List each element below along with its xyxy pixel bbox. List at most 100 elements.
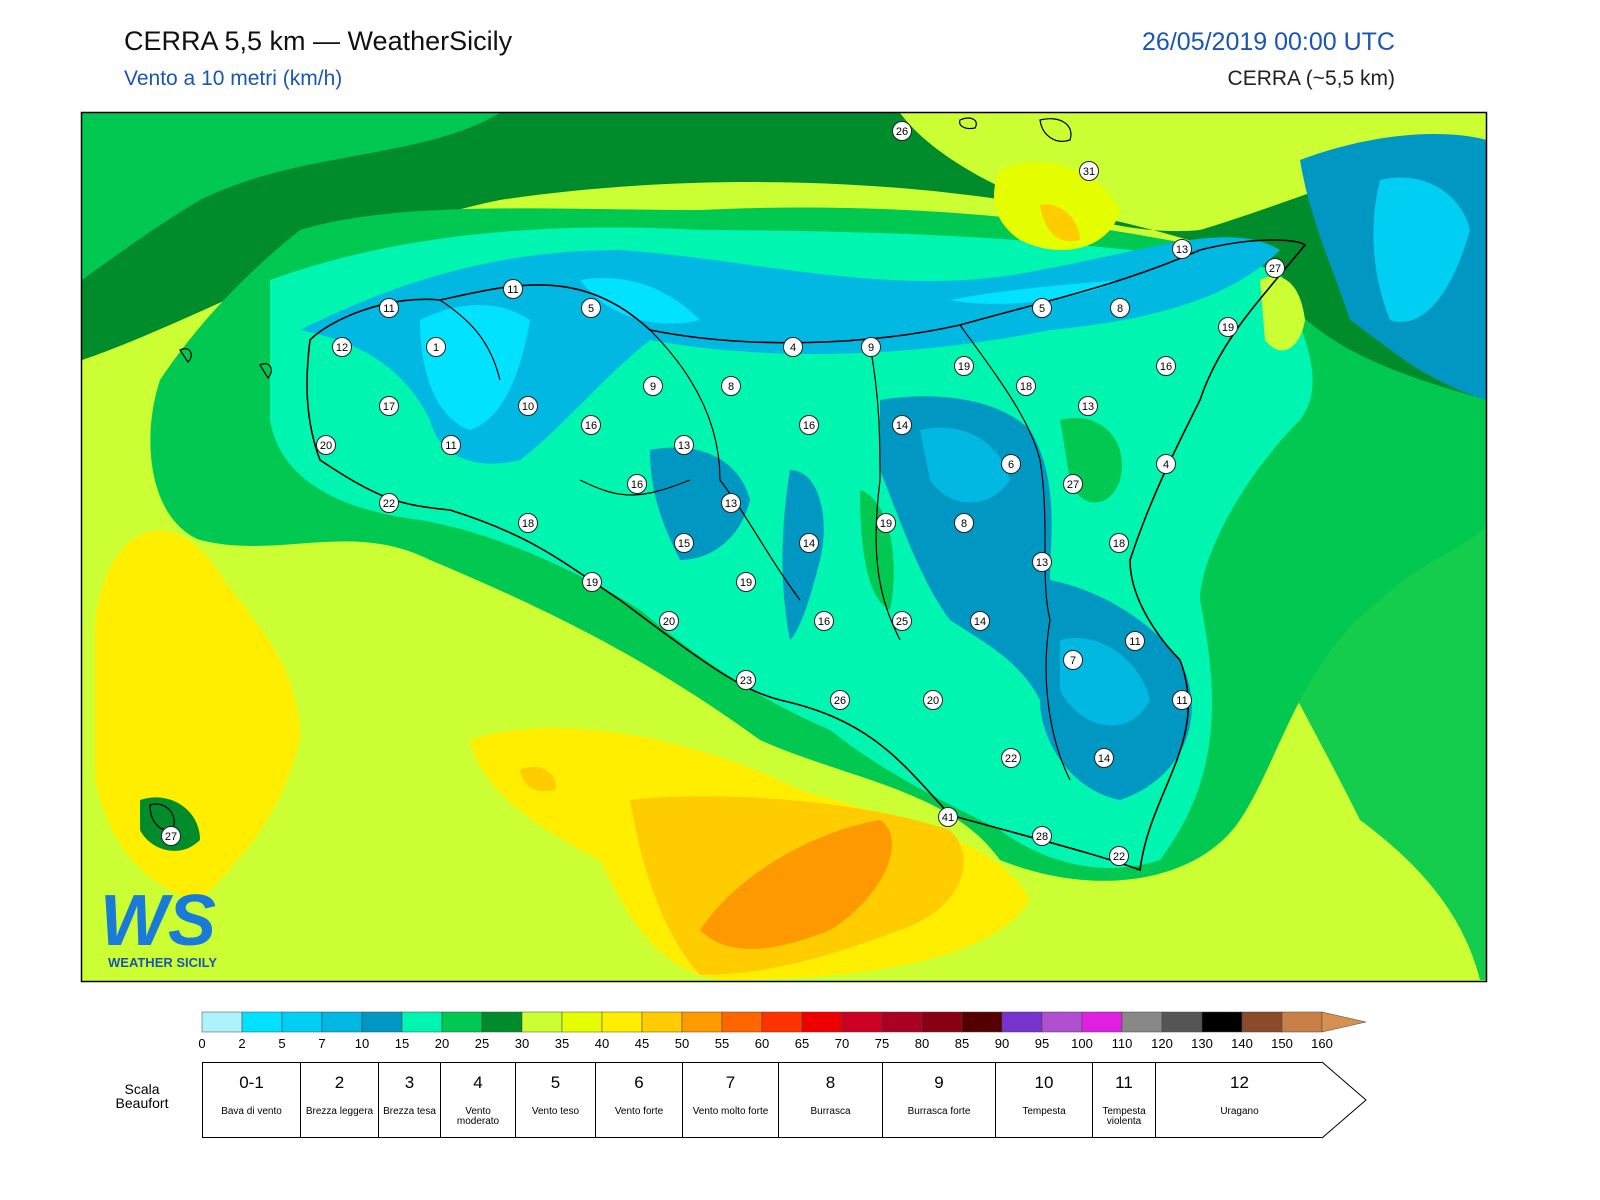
station-marker: [332, 337, 352, 357]
beaufort-force: 0-1: [239, 1073, 264, 1092]
station-marker: [923, 690, 943, 710]
colorbar-tick-label: 0: [198, 1036, 205, 1051]
station-marker: [1265, 258, 1285, 278]
color-step: [601, 1011, 643, 1033]
station-marker: [1001, 454, 1021, 474]
station-marker: [643, 376, 663, 396]
color-step: [1001, 1011, 1043, 1033]
logo-mark: WS: [100, 881, 216, 961]
station-value: 12: [336, 342, 348, 354]
station-value: 11: [445, 440, 456, 452]
beaufort-label: Tempesta: [1022, 1106, 1066, 1117]
beaufort-force: 2: [334, 1073, 345, 1092]
color-step: [881, 1011, 923, 1033]
station-value: 13: [1082, 401, 1094, 413]
station-marker: [892, 121, 912, 141]
beaufort-title: Scala Beaufort: [116, 1081, 169, 1111]
beaufort-label: Bava di vento: [221, 1106, 282, 1117]
color-step: [1161, 1011, 1203, 1033]
beaufort-force: 6: [634, 1073, 644, 1092]
station-marker: [1079, 161, 1099, 181]
station-marker: [1172, 690, 1192, 710]
beaufort-label: Vento forte: [614, 1106, 664, 1117]
station-value: 5: [1039, 303, 1045, 315]
color-step: [1201, 1011, 1243, 1033]
color-step: [361, 1011, 403, 1033]
station-value: 10: [522, 401, 534, 413]
station-marker: [581, 415, 601, 435]
color-step: [321, 1011, 363, 1033]
beaufort-force: 3: [404, 1073, 415, 1092]
beaufort-level: 7 Vento molto forte: [682, 1062, 779, 1138]
station-value: 18: [522, 518, 534, 530]
beaufort-label: Brezza leggera: [305, 1106, 374, 1117]
station-value: 19: [740, 577, 752, 589]
station-marker: [1032, 298, 1052, 318]
station-value: 31: [1083, 166, 1095, 178]
beaufort-level: 4 Vento moderato: [440, 1062, 516, 1138]
station-value: 14: [974, 616, 986, 628]
colorbar-tick-label: 120: [1151, 1036, 1173, 1051]
station-value: 13: [1176, 244, 1188, 256]
color-step: [1241, 1011, 1283, 1033]
station-marker: [1110, 298, 1130, 318]
color-step: [241, 1011, 283, 1033]
station-marker: [783, 337, 803, 357]
beaufort-level: 8 Burrasca: [778, 1062, 883, 1138]
station-value: 8: [1117, 303, 1123, 315]
color-step: [281, 1011, 323, 1033]
color-step: [441, 1011, 483, 1033]
station-marker: [876, 513, 896, 533]
station-value: 11: [507, 284, 518, 296]
station-value: 16: [1160, 361, 1172, 373]
color-step: [641, 1011, 683, 1033]
beaufort-label: Vento moderato: [456, 1106, 500, 1127]
colorbar-tick-label: 25: [475, 1036, 489, 1051]
station-value: 22: [383, 498, 395, 510]
station-value: 14: [1098, 753, 1110, 765]
station-value: 13: [1036, 557, 1048, 569]
station-value: 20: [663, 616, 675, 628]
station-marker: [1125, 631, 1145, 651]
station-marker: [379, 298, 399, 318]
beaufort-label: Brezza tesa: [383, 1106, 436, 1117]
colorbar-tick-label: 90: [995, 1036, 1009, 1051]
station-marker: [426, 337, 446, 357]
color-step: [761, 1011, 803, 1033]
colorbar-tick-label: 15: [395, 1036, 409, 1051]
station-value: 13: [678, 440, 690, 452]
station-value: 22: [1113, 851, 1125, 863]
color-step: [1081, 1011, 1123, 1033]
beaufort-label: Burrasca forte: [907, 1106, 971, 1117]
beaufort-force: 12: [1230, 1073, 1249, 1092]
station-marker: [674, 435, 694, 455]
station-marker: [736, 670, 756, 690]
beaufort-label: Uragano: [1220, 1106, 1259, 1117]
color-step: [1041, 1011, 1083, 1033]
beaufort-level: 10 Tempesta: [995, 1062, 1093, 1138]
colorbar-tick-label: 150: [1271, 1036, 1293, 1051]
station-value: 28: [1036, 831, 1048, 843]
colorbar-tick-label: 40: [595, 1036, 609, 1051]
station-marker: [721, 376, 741, 396]
station-marker: [1063, 474, 1083, 494]
station-marker: [938, 807, 958, 827]
title: CERRA 5,5 km — WeatherSicily: [124, 26, 513, 56]
color-step: [681, 1011, 723, 1033]
station-marker: [581, 298, 601, 318]
station-marker: [1016, 376, 1036, 396]
beaufort-force: 5: [550, 1073, 561, 1092]
station-value: 19: [880, 518, 892, 530]
station-marker: [861, 337, 881, 357]
colorbar-tick-label: 95: [1035, 1036, 1049, 1051]
colorbar-tick-label: 7: [318, 1036, 325, 1051]
station-marker: [441, 435, 461, 455]
color-step: [401, 1011, 443, 1033]
colorbar-tick-label: 65: [795, 1036, 809, 1051]
station-value: 8: [728, 381, 734, 393]
model: CERRA (~5,5 km): [1227, 67, 1395, 90]
colorbar-tick-label: 30: [515, 1036, 529, 1051]
station-marker: [627, 474, 647, 494]
beaufort-force: 7: [725, 1073, 736, 1092]
